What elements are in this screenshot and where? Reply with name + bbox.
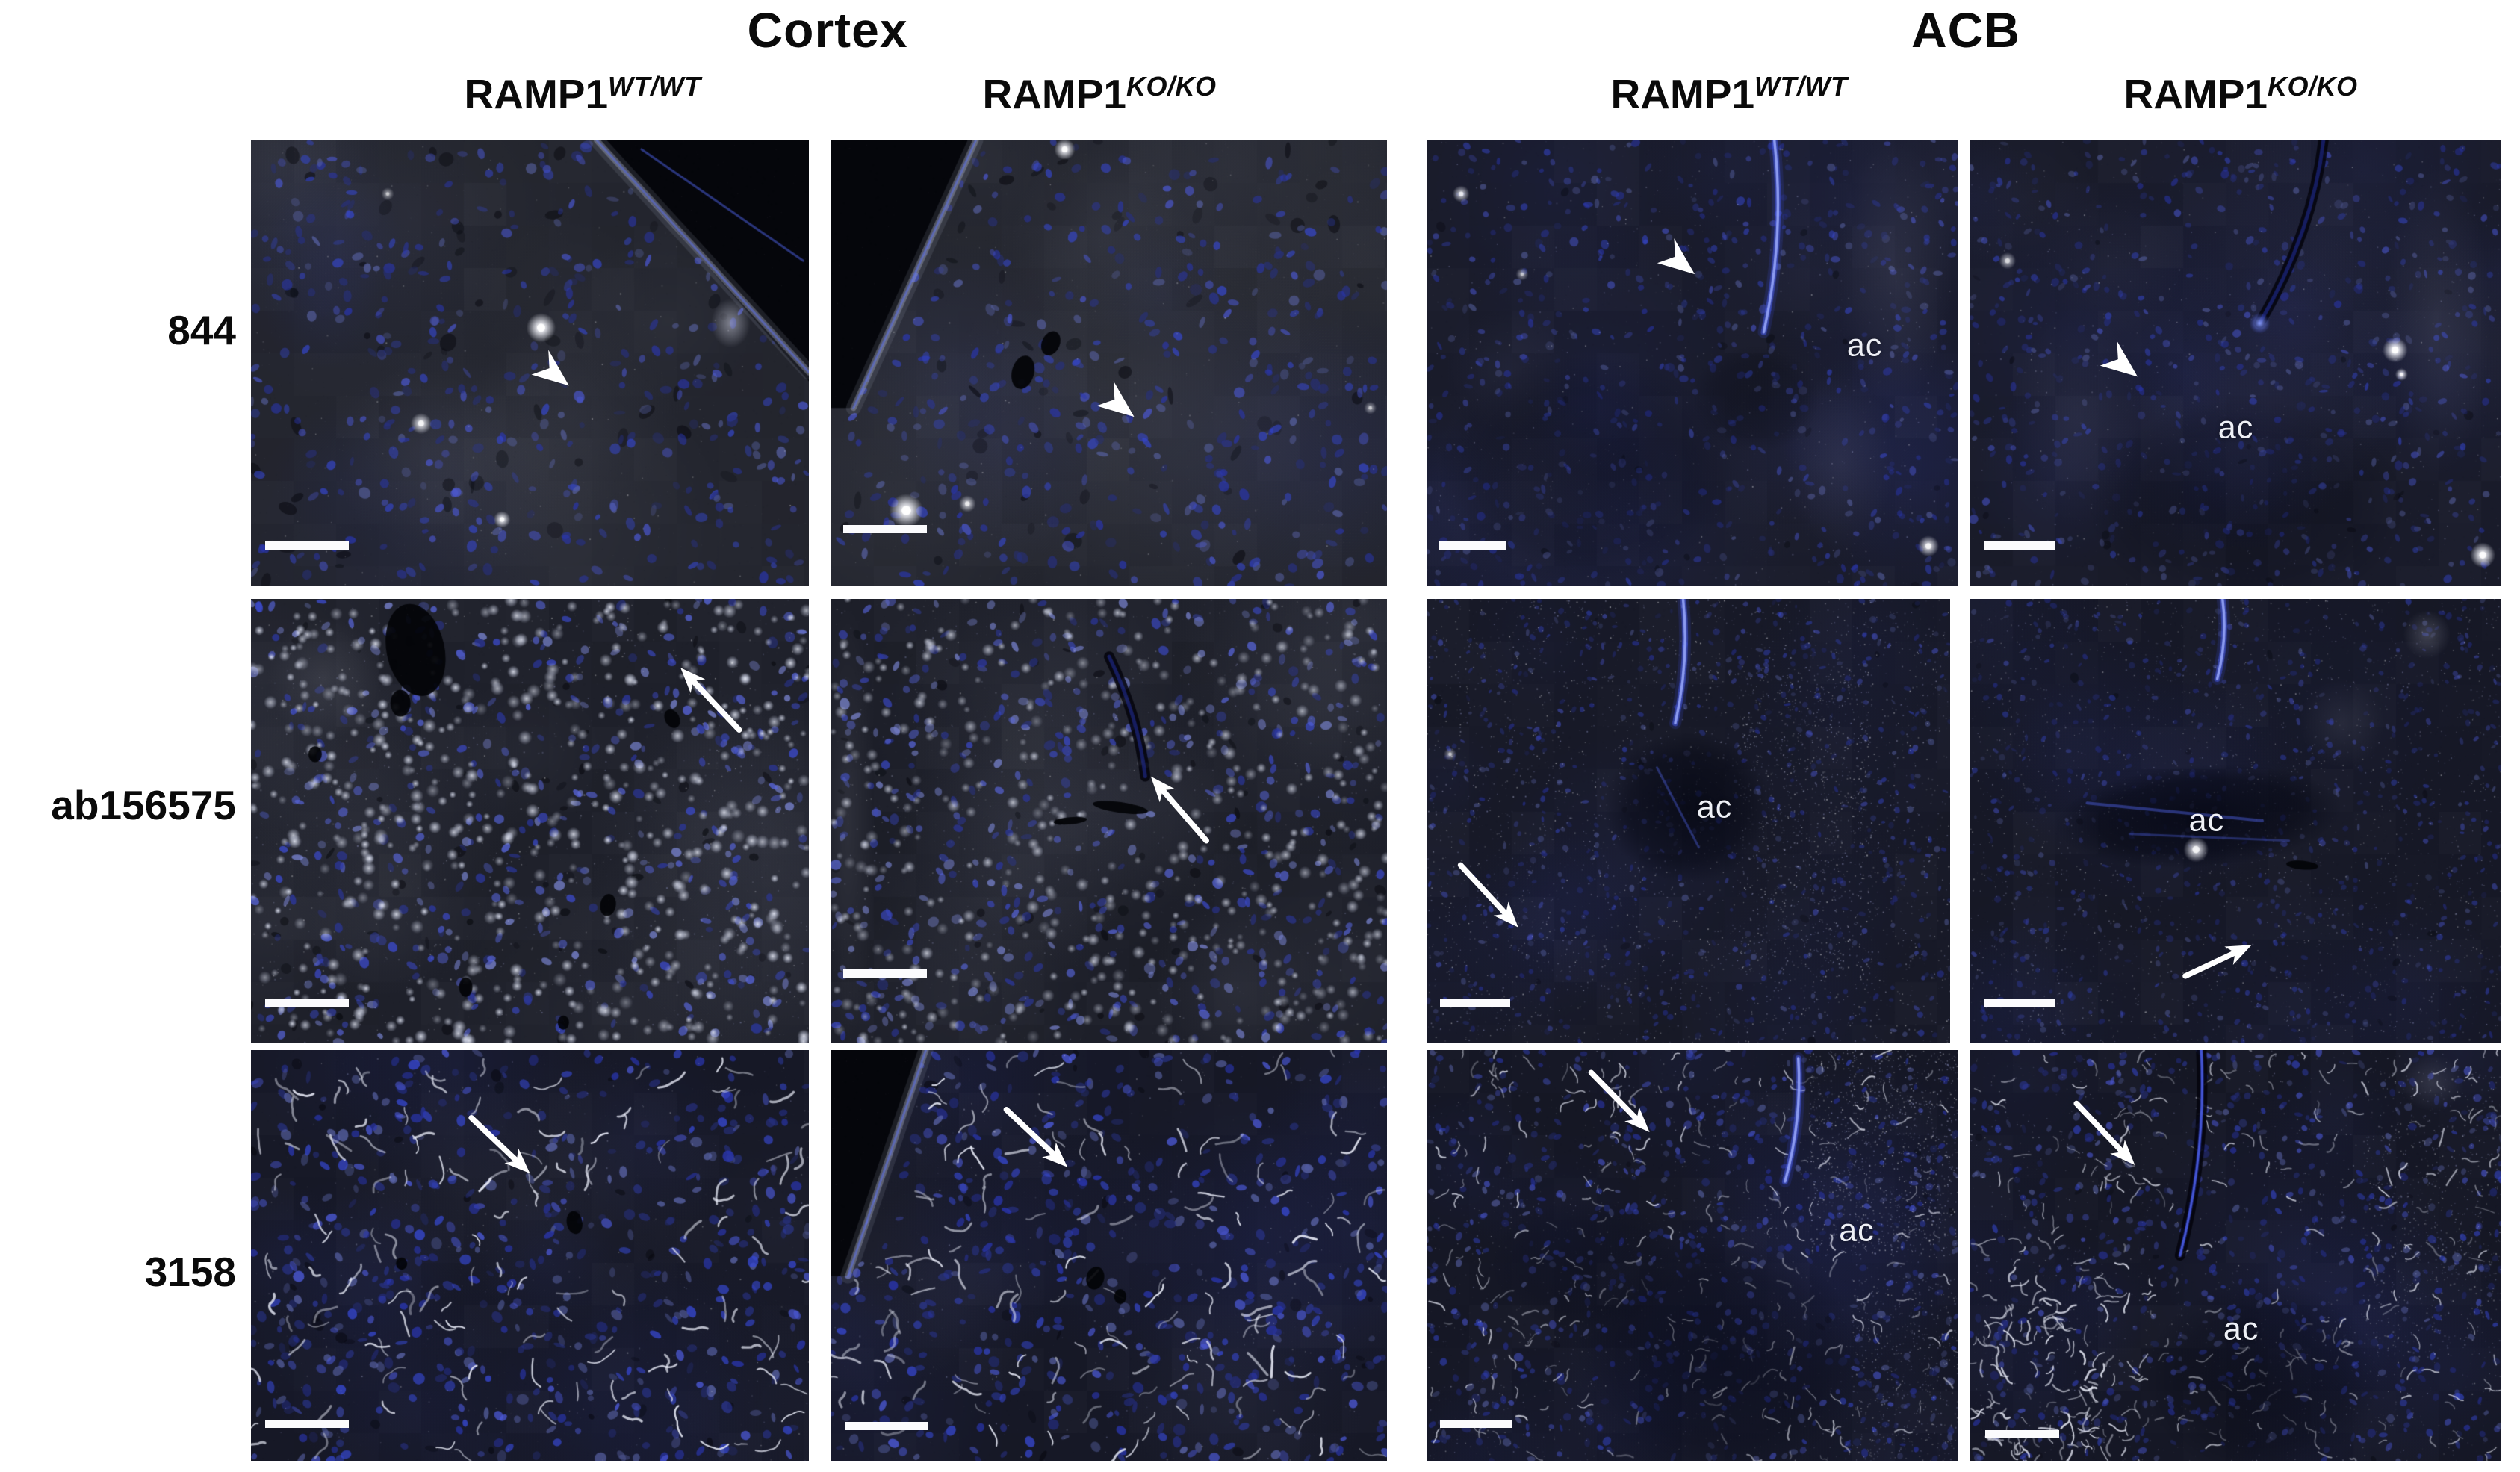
ac-annotation-label: ac [2188, 802, 2225, 839]
scale-bar [264, 1420, 349, 1428]
micrograph-panel-844-acb-wtwt: ac [1427, 140, 1958, 586]
gene-label: RAMP1 [2123, 71, 2268, 117]
row-label-ab156575: ab156575 [51, 782, 236, 828]
column-header-cortex-wtwt: RAMP1WT/WT [465, 70, 701, 118]
micrograph-panel-3158-cortex-wtwt [251, 1050, 809, 1461]
row-label-844: 844 [167, 307, 236, 353]
micrograph-panel-3158-acb-wtwt: ac [1427, 1050, 1958, 1461]
micrograph-panel-ab156575-cortex-koko [831, 599, 1387, 1043]
micrograph-image-ab156575-acb-koko [1970, 599, 2501, 1043]
micrograph-panel-844-cortex-wtwt [251, 140, 809, 586]
micrograph-panel-3158-acb-koko: ac [1970, 1050, 2501, 1461]
micrograph-panel-844-cortex-koko [831, 140, 1387, 586]
micrograph-panel-ab156575-acb-koko: ac [1970, 599, 2501, 1043]
micrograph-image-844-cortex-koko [831, 140, 1387, 586]
gene-label: RAMP1 [1610, 71, 1755, 117]
ac-annotation-label: ac [1696, 789, 1733, 825]
micrograph-image-3158-cortex-wtwt [251, 1050, 809, 1461]
scale-bar [1439, 998, 1511, 1007]
micrograph-panel-3158-cortex-koko [831, 1050, 1387, 1461]
ac-annotation-label: ac [2223, 1311, 2259, 1347]
micrograph-image-ab156575-acb-wtwt [1427, 599, 1950, 1043]
micrograph-image-844-acb-wtwt [1427, 140, 1958, 586]
micrograph-image-844-acb-koko [1970, 140, 2501, 586]
genotype-superscript: KO/KO [2268, 71, 2358, 102]
micrograph-image-3158-cortex-koko [831, 1050, 1387, 1461]
micrograph-image-ab156575-cortex-wtwt [251, 599, 809, 1043]
scale-bar [264, 998, 349, 1007]
scale-bar [843, 969, 927, 978]
column-header-acb-koko: RAMP1KO/KO [2123, 70, 2357, 118]
scale-bar [1439, 541, 1507, 550]
micrograph-image-ab156575-cortex-koko [831, 599, 1387, 1043]
column-header-acb-wtwt: RAMP1WT/WT [1611, 70, 1848, 118]
scale-bar [1983, 998, 2055, 1007]
scale-bar [1984, 1429, 2060, 1438]
group-title-acb: ACB [1911, 2, 2020, 58]
genotype-superscript: WT/WT [1754, 71, 1848, 102]
group-title-cortex: Cortex [747, 2, 908, 58]
scale-bar [845, 1421, 929, 1430]
genotype-superscript: WT/WT [608, 71, 701, 102]
row-label-3158: 3158 [144, 1249, 236, 1295]
scale-bar [264, 541, 349, 550]
scale-bar [1983, 541, 2055, 550]
ac-annotation-label: ac [2218, 409, 2254, 446]
column-header-cortex-koko: RAMP1KO/KO [982, 70, 1216, 118]
ac-annotation-label: ac [1839, 1212, 1875, 1249]
micrograph-panel-844-acb-koko: ac [1970, 140, 2501, 586]
scale-bar [1439, 1420, 1512, 1428]
micrograph-image-844-cortex-wtwt [251, 140, 809, 586]
gene-label: RAMP1 [982, 71, 1127, 117]
micrograph-panel-ab156575-cortex-wtwt [251, 599, 809, 1043]
genotype-superscript: KO/KO [1126, 71, 1217, 102]
gene-label: RAMP1 [464, 71, 609, 117]
micrograph-image-3158-acb-koko [1970, 1050, 2501, 1461]
micrograph-image-3158-acb-wtwt [1427, 1050, 1958, 1461]
ac-annotation-label: ac [1846, 327, 1883, 364]
scale-bar [843, 524, 927, 533]
micrograph-panel-ab156575-acb-wtwt: ac [1427, 599, 1950, 1043]
